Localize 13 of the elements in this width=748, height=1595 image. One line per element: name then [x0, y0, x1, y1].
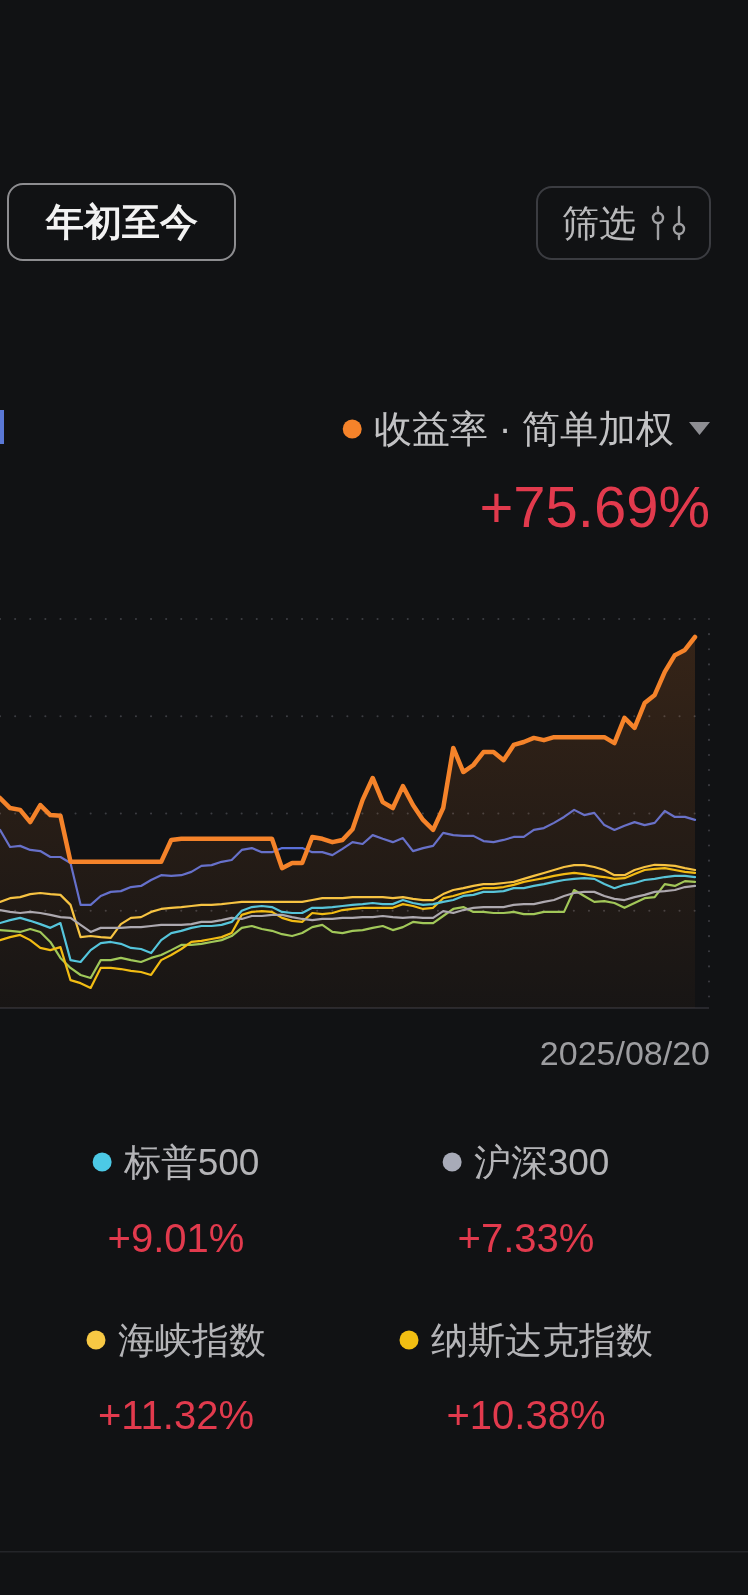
text: +7.33% [457, 1216, 595, 1260]
legend-label: 海峡指数 [117, 1319, 266, 1361]
text: +9.01% [107, 1216, 245, 1260]
text: +11.32% [97, 1393, 255, 1437]
legend-label: 沪深300 [473, 1141, 610, 1183]
text: +75.69% [479, 473, 710, 539]
legend-label: 纳斯达克指数 [430, 1319, 653, 1361]
text: 年初至今 [44, 201, 198, 243]
text: 2025/08/20 [539, 1034, 710, 1072]
text: +10.38% [446, 1393, 606, 1437]
legend-label: 收益率 · 简单加权 [374, 408, 674, 450]
text: 筛选 [562, 202, 636, 244]
legend-label: 标普500 [122, 1141, 260, 1183]
